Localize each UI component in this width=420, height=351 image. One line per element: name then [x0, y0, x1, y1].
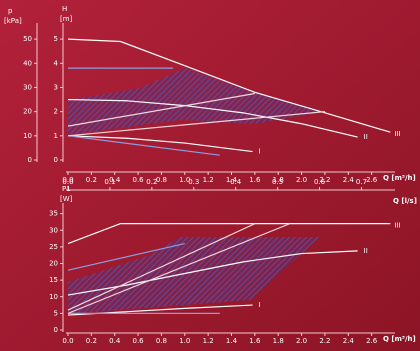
- x-tick-label: 0.4: [109, 337, 121, 345]
- x-tick-label: 1.0: [179, 176, 190, 184]
- y-tick-label: 3: [54, 83, 58, 91]
- curve: [67, 223, 256, 311]
- y-axis-label: P1: [62, 185, 71, 193]
- y2-tick-label: 30: [23, 83, 32, 91]
- y-tick-label: 2: [54, 108, 58, 116]
- x2-tick-label: 0.7: [356, 178, 367, 186]
- x-tick-label: 1.6: [249, 176, 261, 184]
- y-tick-label: 30: [49, 226, 58, 234]
- x-tick-label: 0.6: [133, 176, 145, 184]
- x-tick-label: 1.8: [273, 337, 284, 345]
- curve: [67, 250, 358, 296]
- x-axis-label: Q [m³/h]: [383, 174, 416, 182]
- curve-label: II: [364, 247, 368, 255]
- curve-label: III: [394, 222, 400, 230]
- x-tick-label: 1.0: [179, 337, 190, 345]
- y2-tick-label: 20: [23, 108, 32, 116]
- x2-tick-label: 0.3: [188, 178, 199, 186]
- x-tick-label: 0.6: [133, 337, 145, 345]
- y2-tick-label: 50: [23, 35, 32, 43]
- y-axis-label: [W]: [60, 195, 73, 203]
- x-tick-label: 2.0: [296, 176, 307, 184]
- x2-tick-label: 0.0: [62, 178, 73, 186]
- curve-label: II: [364, 133, 368, 141]
- x-tick-label: 2.2: [319, 176, 330, 184]
- x-axis-label: Q [m³/h]: [383, 335, 416, 343]
- x-tick-label: 2.2: [319, 337, 330, 345]
- y-axis-label: H: [62, 5, 67, 13]
- x-tick-label: 1.2: [203, 337, 214, 345]
- x2-tick-label: 0.5: [272, 178, 283, 186]
- y2-tick-label: 40: [23, 59, 32, 67]
- curve: [67, 135, 253, 153]
- curve: [67, 98, 358, 138]
- x2-axis-label: Q [l/s]: [393, 197, 417, 205]
- y-tick-label: 15: [49, 276, 58, 284]
- curve: [67, 135, 220, 156]
- x-tick-label: 0.0: [62, 337, 73, 345]
- x2-tick-label: 0.2: [146, 178, 157, 186]
- y-tick-label: 0: [54, 156, 58, 164]
- x2-tick-label: 0.1: [104, 178, 115, 186]
- x-tick-label: 0.2: [86, 337, 97, 345]
- y2-axis-label: [kPa]: [4, 17, 22, 25]
- x-tick-label: 1.4: [226, 176, 238, 184]
- x-tick-label: 1.4: [226, 337, 238, 345]
- y-tick-label: 25: [49, 243, 58, 251]
- curve-label: I: [259, 301, 261, 309]
- curve: [67, 111, 325, 137]
- y-tick-label: 10: [49, 293, 58, 301]
- y-tick-label: 35: [49, 210, 58, 218]
- x-tick-label: 0.4: [109, 176, 121, 184]
- x-tick-label: 2.0: [296, 337, 307, 345]
- y-tick-label: 4: [54, 59, 59, 67]
- curve-label: I: [259, 148, 261, 156]
- y2-axis-label: p: [8, 7, 13, 15]
- x-tick-label: 1.8: [273, 176, 284, 184]
- y2-tick-label: 0: [28, 156, 32, 164]
- x-tick-label: 2.4: [343, 337, 355, 345]
- curve: [67, 38, 391, 133]
- operating-area: [68, 237, 320, 314]
- x-tick-label: 0.2: [86, 176, 97, 184]
- curve: [67, 223, 291, 314]
- x-tick-label: 0.0: [62, 176, 73, 184]
- y-tick-label: 0: [54, 326, 58, 334]
- x2-tick-label: 0.6: [314, 178, 326, 186]
- x-tick-label: 0.8: [156, 337, 167, 345]
- y-tick-label: 1: [54, 132, 58, 140]
- x-tick-label: 2.6: [366, 176, 378, 184]
- x2-tick-label: 0.4: [230, 178, 242, 186]
- curve-label: III: [394, 130, 400, 138]
- x-tick-label: 2.6: [366, 337, 378, 345]
- curve: [67, 92, 255, 127]
- y-axis-label: [m]: [60, 15, 73, 23]
- y-tick-label: 5: [54, 309, 58, 317]
- curve: [67, 223, 391, 245]
- x-tick-label: 2.4: [343, 176, 355, 184]
- curve: [67, 242, 185, 271]
- y-tick-label: 5: [54, 35, 58, 43]
- x-tick-label: 0.8: [156, 176, 167, 184]
- y2-tick-label: 10: [23, 132, 32, 140]
- y-tick-label: 20: [49, 260, 58, 268]
- x-tick-label: 1.6: [249, 337, 261, 345]
- x-tick-label: 1.2: [203, 176, 214, 184]
